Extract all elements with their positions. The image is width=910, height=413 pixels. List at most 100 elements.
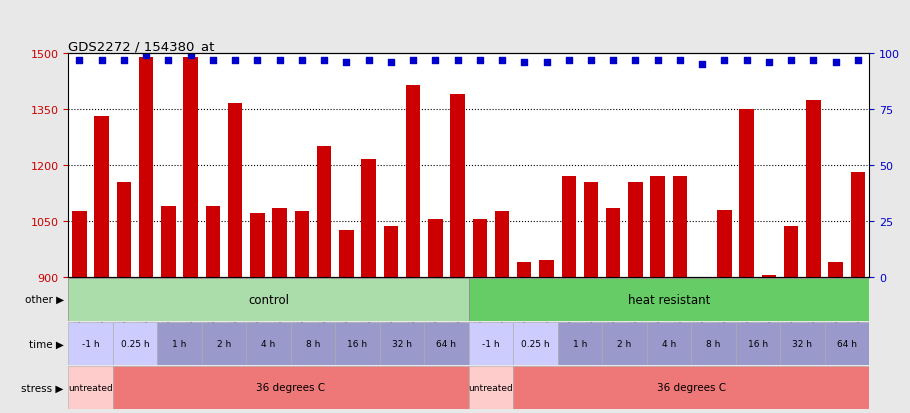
- Point: [339, 59, 354, 66]
- Text: time ▶: time ▶: [29, 339, 64, 349]
- Text: 8 h: 8 h: [306, 339, 320, 348]
- Point: [540, 59, 554, 66]
- Text: stress ▶: stress ▶: [21, 382, 64, 392]
- Point: [517, 59, 531, 66]
- Text: -1 h: -1 h: [482, 339, 500, 348]
- Bar: [428, 219, 442, 413]
- Point: [495, 57, 510, 64]
- Bar: [647, 322, 691, 365]
- Bar: [851, 173, 865, 413]
- Point: [762, 59, 776, 66]
- Bar: [584, 182, 598, 413]
- Bar: [139, 57, 153, 413]
- Point: [784, 57, 798, 64]
- Bar: [68, 278, 469, 321]
- Text: 36 degrees C: 36 degrees C: [656, 382, 725, 392]
- Text: 16 h: 16 h: [348, 339, 368, 348]
- Bar: [824, 322, 869, 365]
- Bar: [695, 279, 710, 413]
- Point: [828, 59, 843, 66]
- Point: [383, 59, 398, 66]
- Bar: [469, 366, 513, 409]
- Point: [428, 57, 442, 64]
- Bar: [68, 322, 113, 365]
- Bar: [113, 366, 469, 409]
- Point: [139, 53, 154, 59]
- Point: [361, 57, 376, 64]
- Point: [561, 57, 576, 64]
- Bar: [513, 322, 558, 365]
- Text: 64 h: 64 h: [837, 339, 857, 348]
- Bar: [116, 182, 131, 413]
- Bar: [228, 104, 242, 413]
- Bar: [113, 322, 157, 365]
- Bar: [406, 85, 420, 413]
- Bar: [469, 322, 513, 365]
- Text: 16 h: 16 h: [748, 339, 768, 348]
- Bar: [517, 262, 531, 413]
- Point: [317, 57, 331, 64]
- Bar: [450, 95, 465, 413]
- Bar: [651, 176, 665, 413]
- Bar: [361, 160, 376, 413]
- Bar: [806, 100, 821, 413]
- Text: control: control: [248, 293, 289, 306]
- Point: [717, 57, 732, 64]
- Point: [250, 57, 265, 64]
- Text: 1 h: 1 h: [172, 339, 187, 348]
- Bar: [161, 206, 176, 413]
- Bar: [335, 322, 379, 365]
- Text: -1 h: -1 h: [82, 339, 99, 348]
- Text: 4 h: 4 h: [662, 339, 676, 348]
- Point: [472, 57, 487, 64]
- Point: [583, 57, 598, 64]
- Bar: [606, 208, 621, 413]
- Bar: [717, 210, 732, 413]
- Bar: [558, 322, 602, 365]
- Bar: [540, 260, 553, 413]
- Bar: [513, 366, 869, 409]
- Text: 8 h: 8 h: [706, 339, 721, 348]
- Point: [851, 57, 865, 64]
- Point: [672, 57, 687, 64]
- Bar: [247, 322, 290, 365]
- Text: 2 h: 2 h: [217, 339, 231, 348]
- Bar: [339, 230, 353, 413]
- Bar: [691, 322, 735, 365]
- Bar: [828, 262, 843, 413]
- Bar: [495, 212, 510, 413]
- Text: 64 h: 64 h: [437, 339, 457, 348]
- Bar: [295, 212, 309, 413]
- Bar: [157, 322, 202, 365]
- Bar: [740, 109, 753, 413]
- Point: [406, 57, 420, 64]
- Bar: [780, 322, 824, 365]
- Point: [228, 57, 242, 64]
- Bar: [202, 322, 247, 365]
- Point: [183, 53, 197, 59]
- Bar: [206, 206, 220, 413]
- Bar: [379, 322, 424, 365]
- Text: heat resistant: heat resistant: [628, 293, 710, 306]
- Point: [450, 57, 465, 64]
- Text: untreated: untreated: [469, 383, 513, 392]
- Text: 4 h: 4 h: [261, 339, 276, 348]
- Point: [206, 57, 220, 64]
- Point: [606, 57, 621, 64]
- Text: 32 h: 32 h: [392, 339, 412, 348]
- Bar: [250, 214, 265, 413]
- Bar: [469, 278, 869, 321]
- Text: 1 h: 1 h: [572, 339, 587, 348]
- Bar: [602, 322, 647, 365]
- Bar: [628, 182, 642, 413]
- Bar: [561, 176, 576, 413]
- Point: [72, 57, 86, 64]
- Text: 0.25 h: 0.25 h: [521, 339, 550, 348]
- Point: [740, 57, 754, 64]
- Point: [806, 57, 821, 64]
- Point: [651, 57, 665, 64]
- Bar: [290, 322, 335, 365]
- Bar: [317, 147, 331, 413]
- Bar: [784, 227, 798, 413]
- Text: untreated: untreated: [68, 383, 113, 392]
